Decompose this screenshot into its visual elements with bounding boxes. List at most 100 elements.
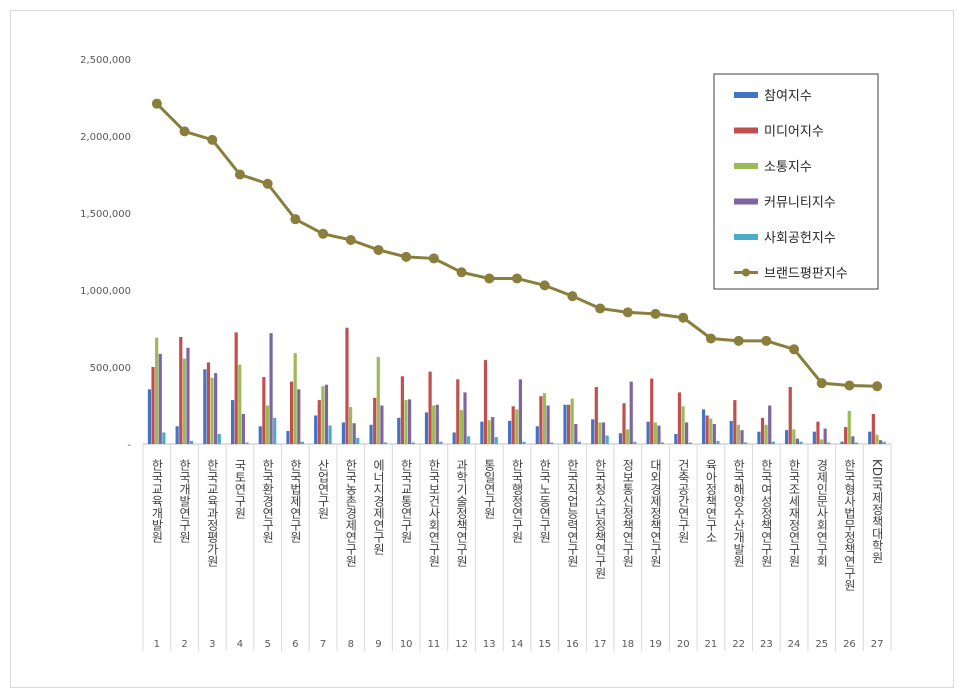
brand-reputation-chart: - 500,000 1,000,000 1,500,000 2,000,000 2,500… [80,55,892,651]
bar-커뮤니티지수 [768,405,772,444]
y-tick-label: 500,000 [90,363,131,374]
bar-소통지수 [348,407,353,444]
bar-참여지수 [258,426,262,444]
x-category-label: 국토연구원 [233,459,247,519]
bar-참여지수 [646,421,650,444]
x-category-label: 한국여성정책연구원 [759,459,773,567]
legend-swatch [734,234,758,240]
bar-참여지수 [618,433,623,444]
point-브랜드평판지수 [345,234,356,245]
bar-참여지수 [868,431,872,444]
bar-사회공헌지수 [854,442,859,444]
x-tick-label: 19 [649,639,662,650]
bar-참여지수 [341,422,345,444]
point-브랜드평판지수 [650,308,661,319]
x-tick-label: 3 [209,639,215,650]
x-tick-label: 1 [154,639,160,650]
point-브랜드평판지수 [207,134,218,145]
x-tick-label: 9 [375,639,381,650]
bar-커뮤니티지수 [518,379,522,444]
bar-미디어지수 [234,332,238,444]
bar-커뮤니티지수 [712,423,716,444]
x-category-label: 통일연구원 [482,459,496,519]
legend-swatch [734,92,758,98]
bar-미디어지수 [788,387,792,444]
bar-소통지수 [238,364,242,444]
bar-사회공헌지수 [245,442,249,444]
legend-label: 소통지수 [764,160,812,175]
bar-참여지수 [175,426,179,444]
bar-사회공헌지수 [577,441,582,444]
x-tick-label: 2 [181,639,187,650]
bar-참여지수 [508,420,512,444]
bar-미디어지수 [262,377,266,444]
bar-참여지수 [701,409,706,444]
chart-frame: - 500,000 1,000,000 1,500,000 2,000,000 2,500… [10,10,954,688]
bar-커뮤니티지수 [685,422,689,444]
x-category-label: KDI국제정책대학원 [870,459,884,564]
x-tick-label: 12 [455,639,468,650]
bar-커뮤니티지수 [491,417,495,444]
bar-미디어지수 [760,417,765,444]
bar-커뮤니티지수 [241,413,245,444]
bar-소통지수 [210,377,214,444]
bar-소통지수 [626,429,630,444]
legend-swatch [734,127,758,134]
legend-swatch [734,198,758,205]
x-tick-label: 14 [511,639,524,650]
bar-사회공헌지수 [882,441,886,444]
bar-사회공헌지수 [827,442,831,444]
y-tick-label: - [127,440,131,451]
bar-참여지수 [563,404,567,444]
bar-참여지수 [812,431,816,444]
x-tick-label: 22 [732,639,745,650]
x-tick-label: 4 [237,639,243,650]
point-브랜드평판지수 [262,178,273,189]
bar-커뮤니티지수 [269,333,273,444]
bar-커뮤니티지수 [435,404,439,444]
x-category-label: 산업연구원 [316,459,330,519]
x-tick-label: 24 [788,639,801,650]
bar-소통지수 [653,422,657,444]
point-브랜드평판지수 [567,291,578,302]
x-tick-label: 7 [320,639,326,650]
bar-커뮤니티지수 [740,430,744,444]
bar-미디어지수 [677,392,682,444]
bar-미디어지수 [705,415,709,444]
bar-사회공헌지수 [744,442,748,444]
x-category-label: 한국농촌경제연구원 [344,459,358,567]
bar-사회공헌지수 [217,433,221,444]
bar-소통지수 [293,353,297,444]
x-category-label: 한국법제연구원 [288,459,302,543]
bar-미디어지수 [539,396,543,444]
bar-미디어지수 [428,371,432,444]
x-tick-label: 18 [621,639,634,650]
bar-소통지수 [515,409,519,444]
bar-미디어지수 [816,421,820,444]
point-브랜드평판지수 [761,335,772,346]
bar-커뮤니티지수 [878,440,883,444]
bar-사회공헌지수 [383,442,388,444]
point-브랜드평판지수 [456,267,467,278]
bar-커뮤니티지수 [352,423,356,444]
bar-미디어지수 [567,404,571,444]
bar-소통지수 [819,439,824,444]
bar-미디어지수 [373,397,377,444]
x-category-label: 한국교육과정평가원 [205,459,219,567]
bar-참여지수 [840,441,844,444]
bar-커뮤니티지수 [546,405,550,444]
bar-소통지수 [598,422,602,444]
bar-소통지수 [709,418,713,444]
bar-커뮤니티지수 [823,428,827,444]
x-category-label: 한국형사법무정책연구원 [842,459,856,591]
bar-사회공헌지수 [716,440,720,444]
x-category-label: 한국해양수산개발원 [732,459,746,567]
point-브랜드평판지수 [512,273,522,284]
bar-소통지수 [570,398,574,444]
point-브랜드평판지수 [539,280,550,291]
bar-참여지수 [535,426,539,444]
x-category-label: 한국환경연구원 [261,459,275,543]
y-tick-label: 1,000,000 [80,286,131,297]
bar-사회공헌지수 [356,437,360,444]
bar-미디어지수 [456,379,460,444]
